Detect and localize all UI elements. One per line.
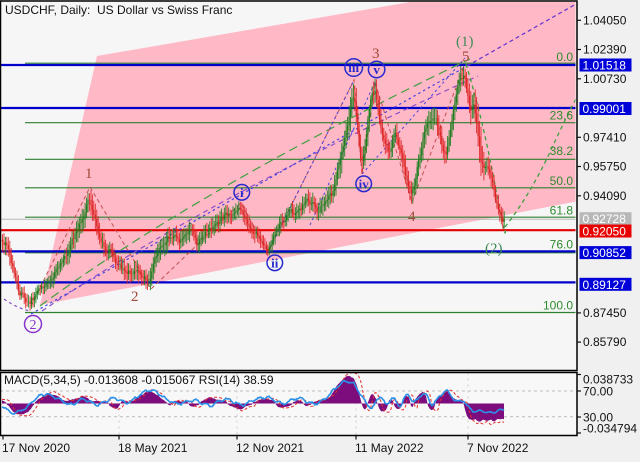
svg-text:2: 2 — [30, 318, 37, 333]
svg-text:50.0: 50.0 — [550, 174, 574, 188]
svg-text:3: 3 — [372, 46, 380, 62]
svg-text:0.95750: 0.95750 — [583, 160, 627, 174]
svg-text:4: 4 — [408, 209, 416, 225]
svg-text:2: 2 — [131, 289, 139, 305]
svg-text:1: 1 — [85, 166, 93, 182]
svg-text:0.90852: 0.90852 — [583, 246, 627, 260]
svg-text:1.02390: 1.02390 — [583, 43, 627, 57]
svg-text:MACD(5,34,5) -0.013608 -0.0150: MACD(5,34,5) -0.013608 -0.015067 RSI(14)… — [4, 373, 274, 387]
svg-text:ii: ii — [271, 255, 279, 270]
svg-text:5: 5 — [462, 49, 470, 65]
svg-text:7 Nov 2022: 7 Nov 2022 — [467, 441, 529, 455]
svg-text:1.04050: 1.04050 — [583, 13, 627, 27]
svg-text:0.87450: 0.87450 — [583, 306, 627, 320]
svg-text:1.01518: 1.01518 — [583, 59, 627, 73]
svg-text:38.2: 38.2 — [550, 144, 574, 158]
svg-text:23.6: 23.6 — [550, 109, 574, 123]
svg-text:0.97410: 0.97410 — [583, 130, 627, 144]
svg-text:0.89127: 0.89127 — [583, 278, 627, 292]
svg-text:1.00730: 1.00730 — [583, 72, 627, 86]
svg-text:(2): (2) — [485, 241, 503, 257]
svg-text:(1): (1) — [456, 34, 474, 50]
svg-text:iv: iv — [359, 176, 370, 191]
svg-text:17 Nov 2020: 17 Nov 2020 — [2, 441, 70, 455]
svg-text:18 May 2021: 18 May 2021 — [118, 441, 188, 455]
svg-text:100.0: 100.0 — [543, 298, 573, 312]
svg-text:0.038733: 0.038733 — [583, 373, 633, 387]
svg-text:70.00: 70.00 — [583, 385, 613, 399]
svg-text:0.92050: 0.92050 — [583, 225, 627, 239]
svg-text:i: i — [240, 185, 244, 200]
svg-text:0.92728: 0.92728 — [583, 212, 627, 226]
svg-text:USDCHF, Daily: US Dollar vs S: USDCHF, Daily: US Dollar vs Swiss Franc — [5, 3, 232, 17]
svg-text:0.99001: 0.99001 — [583, 102, 627, 116]
svg-text:0.0: 0.0 — [556, 50, 573, 64]
svg-text:0.94090: 0.94090 — [583, 189, 627, 203]
svg-text:30.00: 30.00 — [583, 410, 613, 424]
svg-text:iii: iii — [348, 60, 359, 75]
svg-text:12 Nov 2021: 12 Nov 2021 — [236, 441, 304, 455]
svg-text:76.0: 76.0 — [550, 238, 574, 252]
svg-text:61.8: 61.8 — [550, 204, 574, 218]
svg-text:-0.034794: -0.034794 — [583, 421, 637, 435]
svg-text:11 May 2022: 11 May 2022 — [355, 441, 424, 455]
svg-text:v: v — [373, 62, 380, 77]
svg-text:0.85790: 0.85790 — [583, 335, 627, 349]
